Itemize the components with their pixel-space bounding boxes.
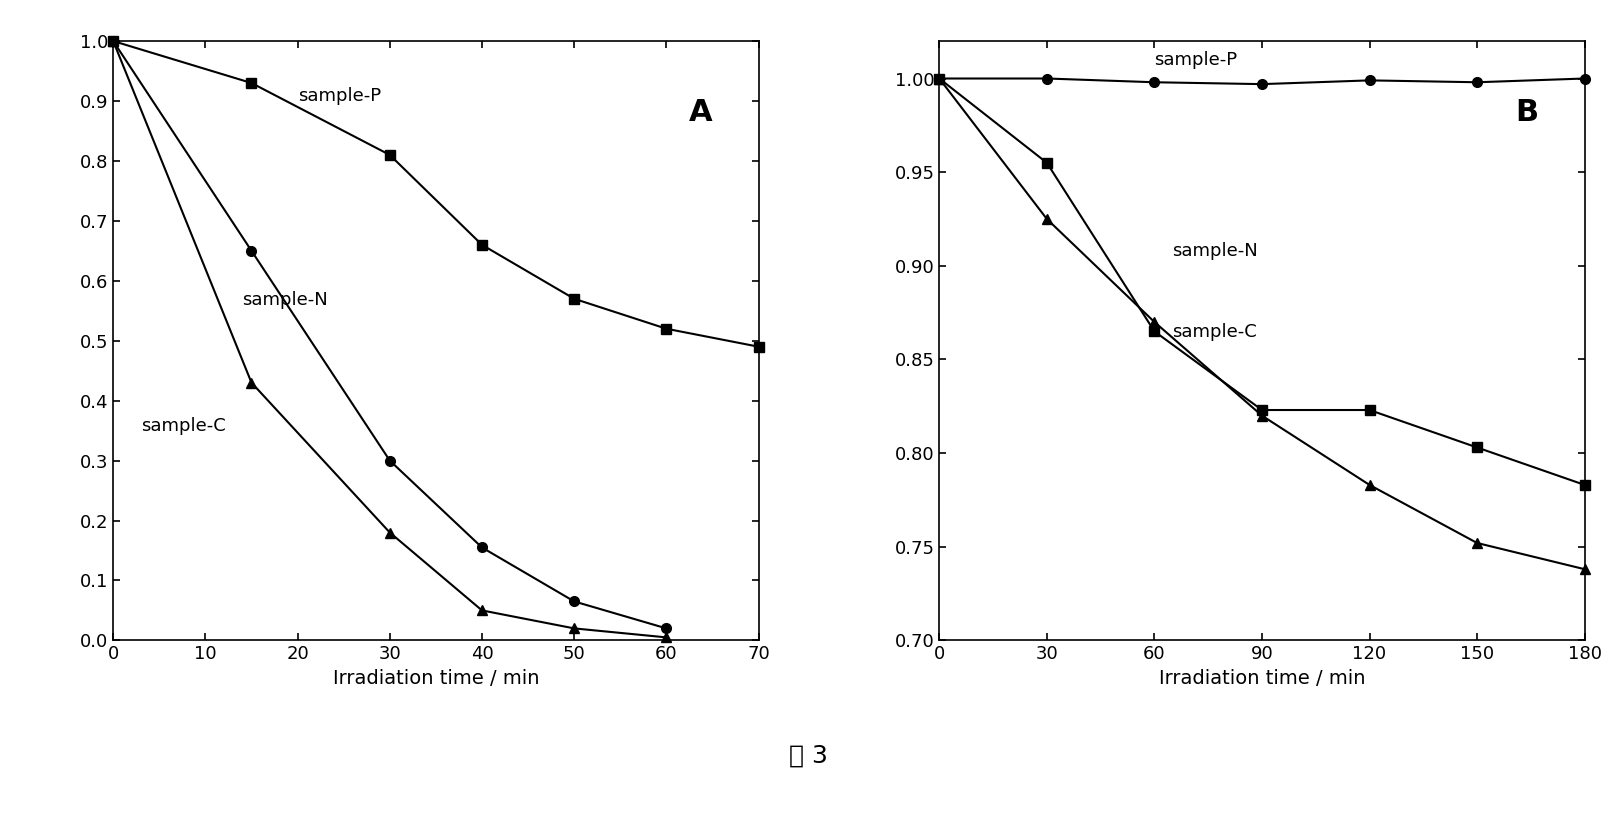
X-axis label: Irradiation time / min: Irradiation time / min [333, 669, 538, 688]
X-axis label: Irradiation time / min: Irradiation time / min [1159, 669, 1365, 688]
Text: sample-P: sample-P [298, 87, 380, 105]
Text: A: A [689, 99, 713, 127]
Text: sample-C: sample-C [1172, 323, 1256, 341]
Text: sample-N: sample-N [1172, 242, 1258, 260]
Text: sample-N: sample-N [243, 291, 328, 309]
Text: sample-C: sample-C [141, 416, 226, 434]
Text: 图 3: 图 3 [789, 743, 828, 768]
Text: sample-P: sample-P [1155, 52, 1237, 70]
Text: B: B [1515, 99, 1538, 127]
